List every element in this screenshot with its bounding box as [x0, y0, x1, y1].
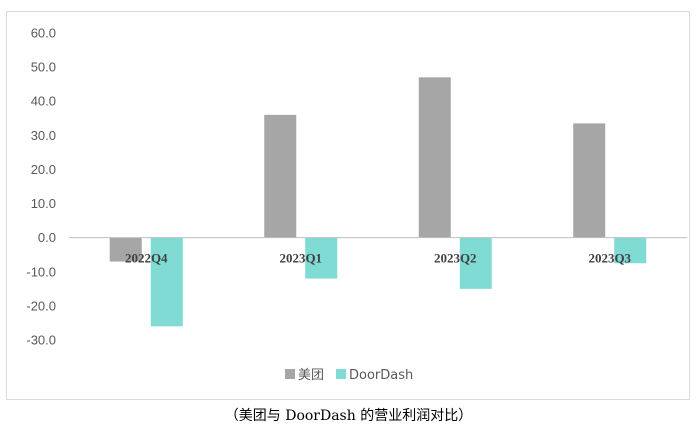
y-tick-label: 40.0: [31, 94, 56, 109]
bar-series1-2023Q3: [573, 123, 606, 238]
y-axis-tick-labels: 60.0 50.0 40.0 30.0 20.0 10.0 0.0 -10.0 -20.0 -30…: [26, 26, 56, 348]
legend-swatch: [285, 369, 295, 379]
bar-series1-2022Q4: [109, 237, 142, 262]
category-labels: 2022Q4 2023Q1 2023Q2 2023Q3: [125, 251, 632, 266]
y-tick-label: 60.0: [31, 26, 56, 41]
bar-series2-2023Q1: [305, 237, 338, 279]
category-label: 2023Q2: [434, 251, 477, 266]
bar-series2-2023Q2: [459, 237, 492, 289]
y-tick-label: 50.0: [31, 60, 56, 75]
bar-series2-2023Q3: [614, 237, 647, 264]
category-label: 2023Q1: [279, 251, 322, 266]
legend: 美团 DoorDash: [285, 368, 413, 383]
bar-series1-2023Q2: [418, 77, 451, 238]
legend-swatch: [336, 369, 347, 379]
y-tick-label: -30.0: [26, 333, 56, 348]
y-tick-label: -20.0: [26, 298, 56, 313]
y-tick-label: 0.0: [38, 230, 56, 245]
y-tick-label: 30.0: [31, 128, 56, 143]
chart-caption: （美团与 DoorDash 的营业利润对比）: [224, 408, 473, 424]
chart-frame: 60.0 50.0 40.0 30.0 20.0 10.0 0.0 -10.0 -20.0 -30…: [6, 11, 690, 400]
bar-series1-2023Q1: [264, 114, 297, 238]
legend-label: DoorDash: [349, 368, 413, 383]
bar-chart: 60.0 50.0 40.0 30.0 20.0 10.0 0.0 -10.0 -20.0 -30…: [26, 26, 687, 383]
bar-group: [109, 77, 647, 327]
y-tick-label: 20.0: [31, 162, 56, 177]
legend-label: 美团: [298, 368, 324, 383]
category-label: 2022Q4: [125, 251, 168, 266]
y-tick-label: 10.0: [31, 196, 56, 211]
bar-series2-2022Q4: [150, 237, 183, 327]
y-tick-label: -10.0: [26, 264, 56, 279]
category-label: 2023Q3: [588, 251, 631, 266]
